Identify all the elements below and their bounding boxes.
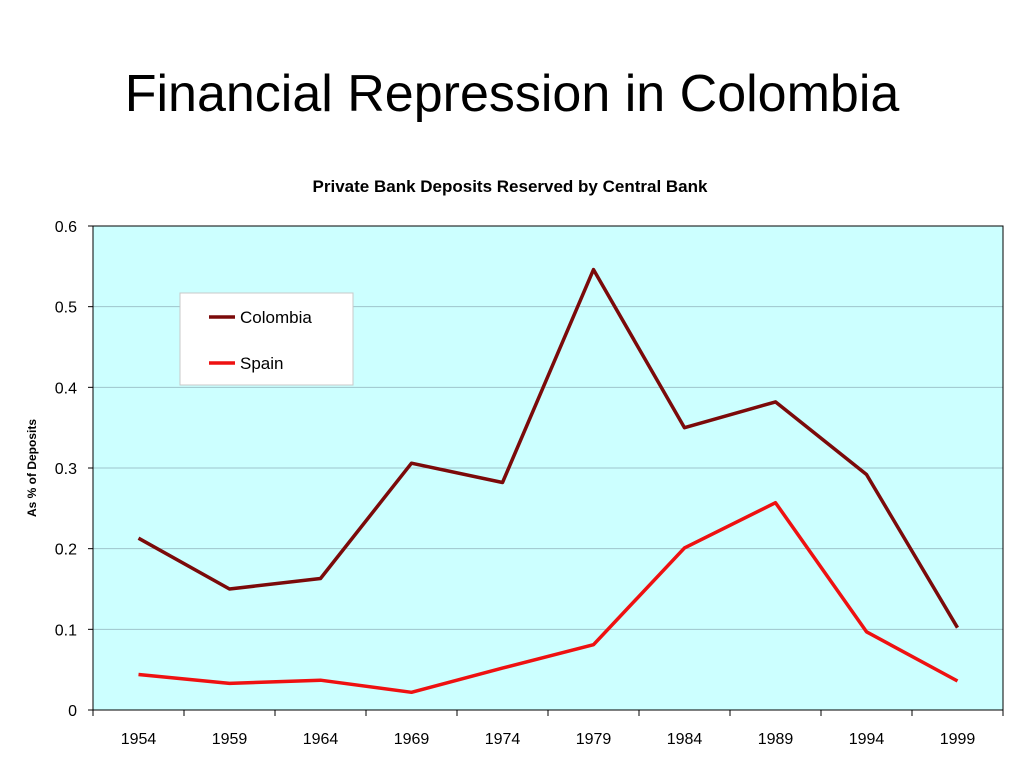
y-tick-label: 0.4 <box>55 380 77 397</box>
slide-title: Financial Repression in Colombia <box>124 65 900 123</box>
x-tick-label: 1984 <box>667 731 703 748</box>
x-tick-label: 1969 <box>394 731 430 748</box>
legend: Colombia Spain <box>179 292 354 386</box>
x-tick-label: 1959 <box>212 731 248 748</box>
y-tick-label: 0.5 <box>55 300 77 317</box>
x-tick-label: 1979 <box>576 731 612 748</box>
x-tick-label: 1964 <box>303 731 339 748</box>
x-tick-label: 1994 <box>849 731 885 748</box>
x-tick-label: 1989 <box>758 731 794 748</box>
series-line-colombia <box>137 267 960 629</box>
x-tick-label: 1999 <box>940 731 976 748</box>
series-line-spain <box>138 500 959 695</box>
y-tick-label: 0.6 <box>55 219 77 236</box>
y-tick-label: 0.2 <box>55 542 77 559</box>
y-tick-label: 0 <box>68 703 77 720</box>
legend-label-colombia: Colombia <box>240 308 312 327</box>
y-tick-label: 0.3 <box>55 461 77 478</box>
y-tick-label: 0.1 <box>55 622 77 639</box>
chart-title: Private Bank Deposits Reserved by Centra… <box>313 177 708 196</box>
legend-label-spain: Spain <box>240 354 283 373</box>
y-axis-label: As % of Deposits <box>25 419 39 517</box>
legend-box <box>179 292 354 386</box>
x-tick-label: 1974 <box>485 731 521 748</box>
x-tick-label: 1954 <box>121 731 157 748</box>
